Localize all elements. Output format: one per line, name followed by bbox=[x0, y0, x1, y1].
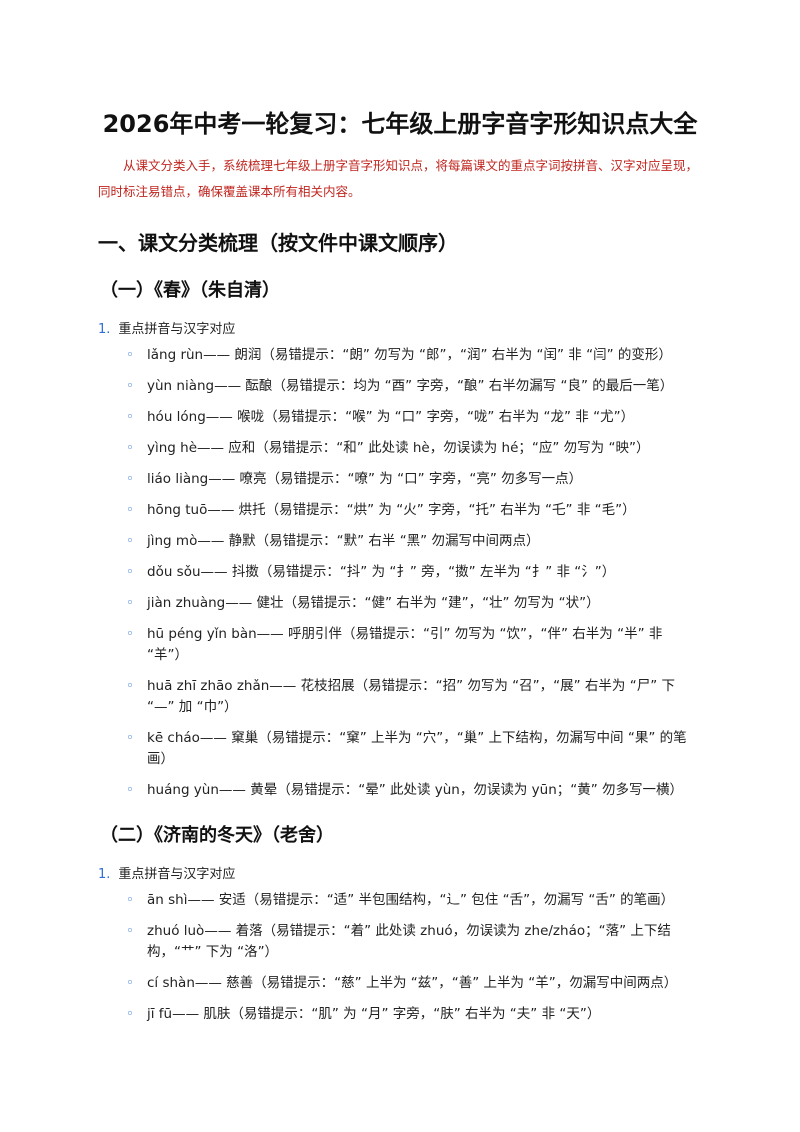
list-title: 1. 重点拼音与汉字对应 bbox=[98, 863, 702, 882]
list-number: 1. bbox=[98, 867, 111, 882]
list-title: 1. 重点拼音与汉字对应 bbox=[98, 318, 702, 337]
section-heading: （一）《春》（朱自清） bbox=[100, 280, 280, 301]
list-title-text: 重点拼音与汉字对应 bbox=[118, 867, 236, 882]
list-item: huáng yùn—— 黄晕（易错提示：“晕” 此处读 yùn，勿误读为 yūn… bbox=[126, 780, 700, 801]
list-item: huā zhī zhāo zhǎn—— 花枝招展（易错提示：“招” 勿写为 “召… bbox=[126, 676, 700, 718]
list-item: yùn niàng—— 酝酿（易错提示：均为 “酉” 字旁，“酿” 右半勿漏写 … bbox=[126, 376, 700, 397]
list-item: jìng mò—— 静默（易错提示：“默” 右半 “黑” 勿漏写中间两点） bbox=[126, 531, 700, 552]
list-item: dǒu sǒu—— 抖擞（易错提示：“抖” 为 “扌” 旁，“擞” 左半为 “扌… bbox=[126, 562, 700, 583]
list-item: cí shàn—— 慈善（易错提示：“慈” 上半为 “兹”，“善” 上半为 “羊… bbox=[126, 973, 700, 994]
list-item: hōng tuō—— 烘托（易错提示：“烘” 为 “火” 字旁，“托” 右半为 … bbox=[126, 500, 700, 521]
list-item: ān shì—— 安适（易错提示：“适” 半包围结构，“辶” 包住 “舌”，勿漏… bbox=[126, 890, 700, 911]
list-item: lǎng rùn—— 朗润（易错提示：“朗” 勿写为 “郎”，“润” 右半为 “… bbox=[126, 345, 700, 366]
section-heading: （二）《济南的冬天》（老舍） bbox=[100, 825, 334, 846]
list-item: jī fū—— 肌肤（易错提示：“肌” 为 “月” 字旁，“肤” 右半为 “夫”… bbox=[126, 1004, 700, 1025]
list-item: kē cháo—— 窠巢（易错提示：“窠” 上半为 “穴”，“巢” 上下结构，勿… bbox=[126, 728, 700, 770]
list-item: yìng hè—— 应和（易错提示：“和” 此处读 hè，勿误读为 hé；“应”… bbox=[126, 438, 700, 459]
doc-title: 2026年中考一轮复习：七年级上册字音字形知识点大全 bbox=[102, 110, 698, 138]
list-number: 1. bbox=[98, 322, 111, 337]
part-heading: 一、课文分类梳理（按文件中课文顺序） bbox=[98, 231, 458, 255]
list-item: liáo liàng—— 嘹亮（易错提示：“嘹” 为 “口” 字旁，“亮” 勿多… bbox=[126, 469, 700, 490]
list-item: hū péng yǐn bàn—— 呼朋引伴（易错提示：“引” 勿写为 “饮”，… bbox=[126, 624, 700, 666]
list-title-text: 重点拼音与汉字对应 bbox=[118, 322, 236, 337]
item-list: ān shì—— 安适（易错提示：“适” 半包围结构，“辶” 包住 “舌”，勿漏… bbox=[98, 890, 702, 1025]
item-list: lǎng rùn—— 朗润（易错提示：“朗” 勿写为 “郎”，“润” 右半为 “… bbox=[98, 345, 702, 801]
intro: 从课文分类入手，系统梳理七年级上册字音字形知识点，将每篇课文的重点字词按拼音、汉… bbox=[98, 158, 699, 199]
list-item: zhuó luò—— 着落（易错提示：“着” 此处读 zhuó，勿误读为 zhe… bbox=[126, 921, 700, 963]
list-item: jiàn zhuàng—— 健壮（易错提示：“健” 右半为 “建”，“壮” 勿写… bbox=[126, 593, 700, 614]
list-item: hóu lóng—— 喉咙（易错提示：“喉” 为 “口” 字旁，“咙” 右半为 … bbox=[126, 407, 700, 428]
sections: （一）《春》（朱自清） 1. 重点拼音与汉字对应 lǎng rùn—— 朗润（易错提示… bbox=[98, 276, 702, 1025]
